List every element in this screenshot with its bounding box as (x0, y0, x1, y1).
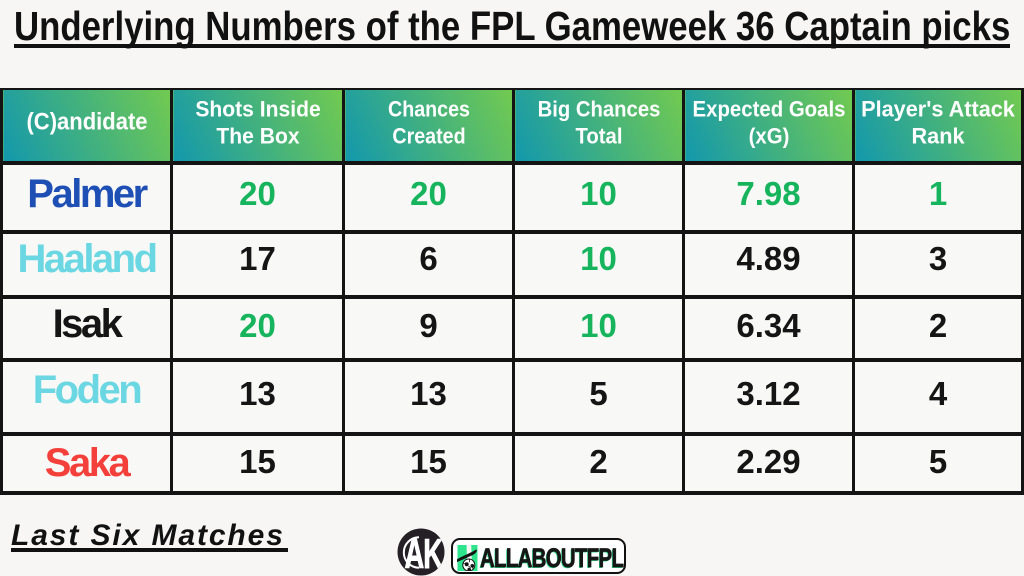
svg-text:AK: AK (405, 530, 444, 576)
